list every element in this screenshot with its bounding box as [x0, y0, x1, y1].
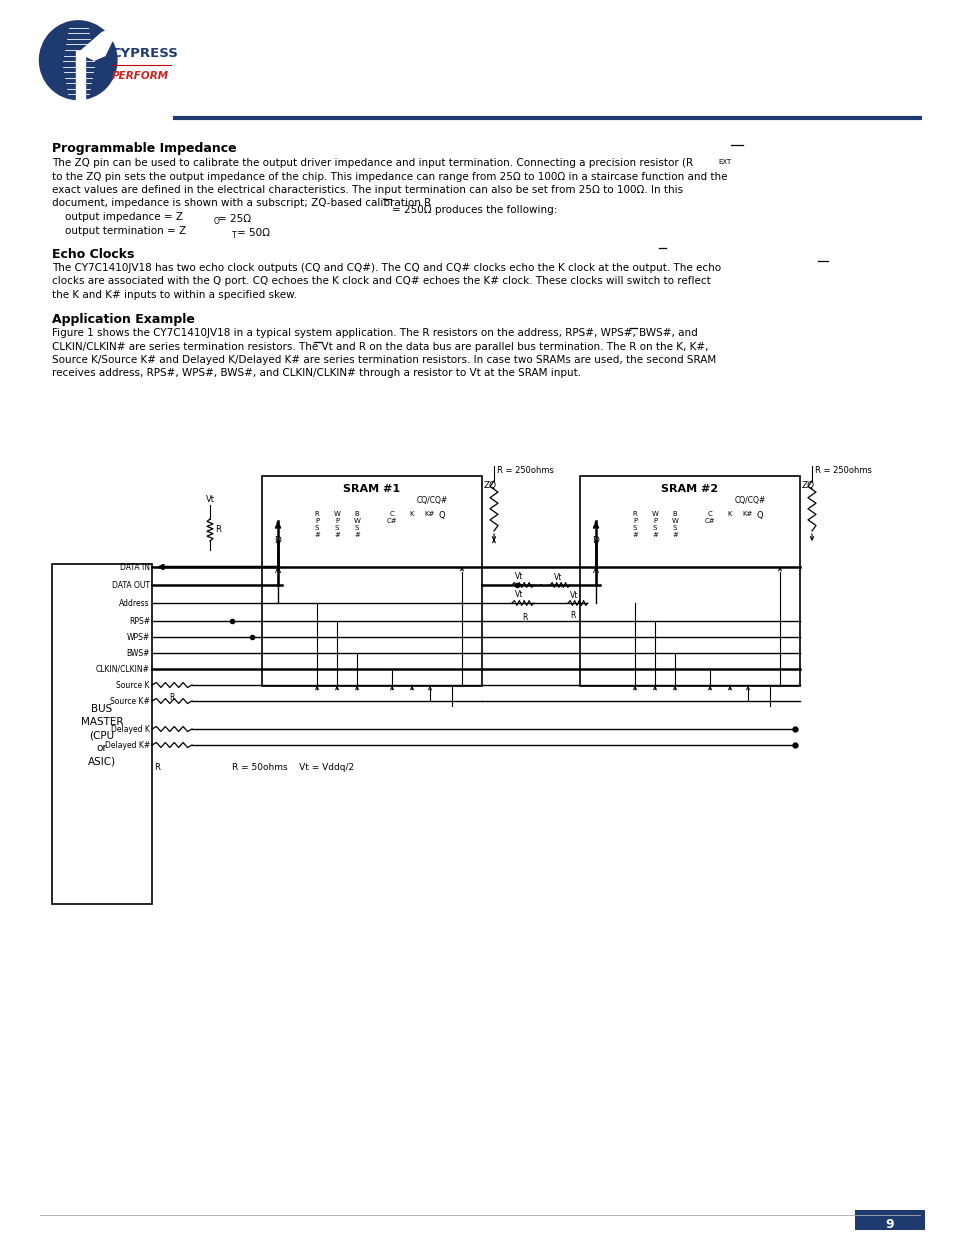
Text: (CPU: (CPU [90, 730, 114, 740]
Text: CLKIN/CLKIN# are series termination resistors. The Vt and R on the data bus are : CLKIN/CLKIN# are series termination resi… [52, 342, 708, 352]
Text: clocks are associated with the Q port. CQ echoes the K clock and CQ# echoes the : clocks are associated with the Q port. C… [52, 277, 710, 287]
Text: BWS#: BWS# [127, 648, 150, 657]
Text: D: D [274, 536, 281, 545]
Polygon shape [81, 26, 129, 61]
Ellipse shape [39, 21, 117, 100]
Text: W
P
S
#: W P S # [651, 511, 658, 538]
Text: Vt: Vt [515, 590, 523, 599]
Text: R = 250ohms: R = 250ohms [814, 466, 871, 475]
Text: R
P
S
#: R P S # [314, 511, 319, 538]
Text: Figure 1 shows the CY7C1410JV18 in a typical system application. The R resistors: Figure 1 shows the CY7C1410JV18 in a typ… [52, 329, 697, 338]
Text: R: R [153, 763, 160, 772]
Text: DATA IN: DATA IN [120, 562, 150, 572]
Text: document, impedance is shown with a subscript; ZQ-based calibration R: document, impedance is shown with a subs… [52, 199, 431, 209]
Text: Delayed K: Delayed K [111, 725, 150, 734]
Text: D: D [592, 536, 598, 545]
Text: exact values are defined in the electrical characteristics. The input terminatio: exact values are defined in the electric… [52, 185, 682, 195]
Text: R: R [169, 693, 174, 701]
Text: The CY7C1410JV18 has two echo clock outputs (CQ and CQ#). The CQ and CQ# clocks : The CY7C1410JV18 has two echo clock outp… [52, 263, 720, 273]
Text: K: K [410, 511, 414, 517]
Text: WPS#: WPS# [127, 632, 150, 641]
Bar [854, 1210, 924, 1230]
Text: = 250Ω produces the following:: = 250Ω produces the following: [392, 205, 557, 215]
Polygon shape [75, 51, 85, 101]
Text: the K and K# inputs to within a specified skew.: the K and K# inputs to within a specifie… [52, 290, 296, 300]
Text: C
C#: C C# [386, 511, 396, 524]
Text: receives address, RPS#, WPS#, BWS#, and CLKIN/CLKIN# through a resistor to Vt at: receives address, RPS#, WPS#, BWS#, and … [52, 368, 580, 378]
Text: Programmable Impedance: Programmable Impedance [52, 142, 236, 156]
Text: = 50Ω: = 50Ω [236, 228, 270, 238]
Text: A: A [593, 566, 598, 576]
Text: output termination = Z: output termination = Z [52, 226, 186, 236]
Text: B
W
S
#: B W S # [354, 511, 360, 538]
Text: A: A [274, 566, 281, 576]
Text: R = 50ohms    Vt = Vddq/2: R = 50ohms Vt = Vddq/2 [232, 763, 354, 772]
Text: 9: 9 [884, 1219, 893, 1231]
Text: O: O [213, 217, 219, 226]
Text: K#: K# [424, 511, 435, 517]
Text: Echo Clocks: Echo Clocks [52, 248, 134, 261]
Text: . . .: . . . [518, 573, 542, 589]
Text: Vt: Vt [569, 592, 578, 600]
Text: BUS: BUS [91, 704, 112, 714]
Text: Delayed K#: Delayed K# [105, 741, 150, 750]
Text: SRAM #2: SRAM #2 [660, 484, 718, 494]
Text: output impedance = Z: output impedance = Z [52, 212, 183, 222]
Bar [579, 475, 800, 685]
Text: Source K: Source K [116, 680, 150, 689]
Text: = 25Ω: = 25Ω [218, 214, 251, 224]
Text: Source K#: Source K# [110, 697, 150, 705]
Text: CQ/CQ#: CQ/CQ# [734, 496, 765, 505]
Text: DATA OUT: DATA OUT [112, 580, 150, 589]
Bar [262, 475, 481, 685]
Text: CQ/CQ#: CQ/CQ# [416, 496, 447, 505]
Text: K: K [727, 511, 732, 517]
Text: Vt: Vt [205, 495, 214, 504]
Text: R: R [214, 525, 221, 534]
Text: C
C#: C C# [704, 511, 715, 524]
Text: Address: Address [119, 599, 150, 608]
Text: W
P
S
#: W P S # [334, 511, 340, 538]
Text: ASIC): ASIC) [88, 756, 116, 766]
Text: ZQ: ZQ [801, 480, 814, 490]
Text: R
P
S
#: R P S # [632, 511, 638, 538]
Text: Vt: Vt [515, 572, 523, 580]
Text: CYPRESS: CYPRESS [112, 47, 178, 61]
Text: T: T [232, 231, 236, 240]
Text: B
W
S
#: B W S # [671, 511, 678, 538]
Text: Vt: Vt [554, 573, 561, 582]
Text: SRAM #1: SRAM #1 [343, 484, 400, 494]
Text: K#: K# [742, 511, 753, 517]
Text: CLKIN/CLKIN#: CLKIN/CLKIN# [96, 664, 150, 673]
Text: EXT: EXT [718, 159, 731, 165]
Text: R = 250ohms: R = 250ohms [497, 466, 554, 475]
Text: R: R [569, 610, 575, 620]
Text: or: or [96, 743, 108, 753]
Text: Q: Q [438, 511, 445, 520]
Text: The ZQ pin can be used to calibrate the output driver impedance and input termin: The ZQ pin can be used to calibrate the … [52, 158, 693, 168]
Bar [52, 564, 152, 904]
Text: MASTER: MASTER [81, 718, 123, 727]
Text: RPS#: RPS# [129, 616, 150, 625]
Text: PERFORM: PERFORM [112, 70, 169, 82]
Text: Source K/Source K# and Delayed K/Delayed K# are series termination resistors. In: Source K/Source K# and Delayed K/Delayed… [52, 354, 716, 366]
Text: ZQ: ZQ [483, 480, 497, 490]
Text: to the ZQ pin sets the output impedance of the chip. This impedance can range fr: to the ZQ pin sets the output impedance … [52, 172, 727, 182]
Text: Application Example: Application Example [52, 312, 194, 326]
Text: Q: Q [756, 511, 762, 520]
Text: R: R [521, 613, 527, 622]
